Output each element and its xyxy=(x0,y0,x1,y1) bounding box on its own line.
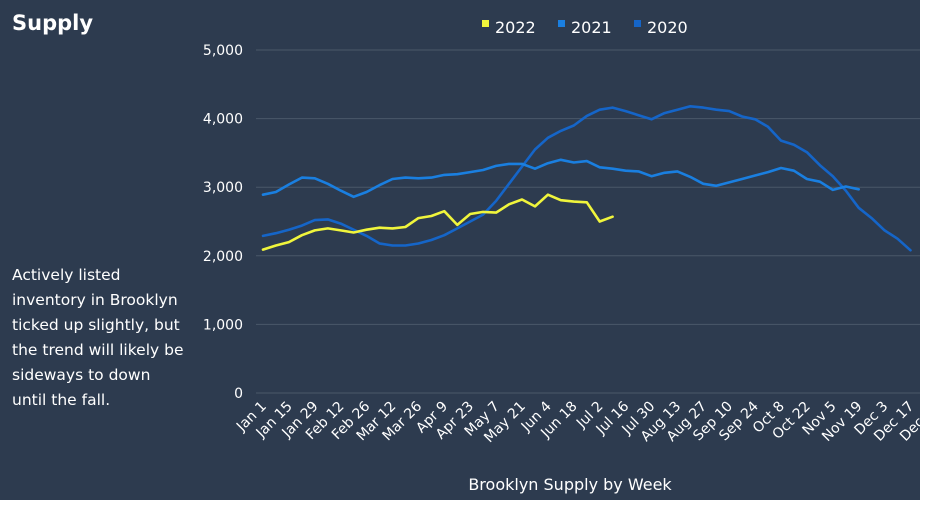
legend-swatch xyxy=(634,20,641,27)
legend-swatch xyxy=(558,20,565,27)
y-tick-label: 4,000 xyxy=(203,112,243,128)
legend-item-2020: 2020 xyxy=(634,18,688,37)
series-line-2022 xyxy=(261,193,614,251)
series-line-2021 xyxy=(261,158,861,199)
y-tick-label: 2,000 xyxy=(203,249,243,265)
commentary-text: Actively listed inventory in Brooklyn ti… xyxy=(12,266,184,409)
legend-label: 2020 xyxy=(647,18,688,37)
legend-label: 2022 xyxy=(495,18,536,37)
y-tick-label: 1,000 xyxy=(203,317,243,333)
y-tick-label: 5,000 xyxy=(203,43,243,59)
y-tick-label: 3,000 xyxy=(203,180,243,196)
legend-item-2022: 2022 xyxy=(482,18,536,37)
legend-swatch xyxy=(482,20,489,27)
x-axis-title: Brooklyn Supply by Week xyxy=(468,475,672,494)
legend-item-2021: 2021 xyxy=(558,18,612,37)
series-lines xyxy=(261,105,912,252)
series-line-2020 xyxy=(261,105,912,252)
legend-label: 2021 xyxy=(571,18,612,37)
y-tick-label: 0 xyxy=(234,386,243,402)
page-title: Supply xyxy=(12,11,94,35)
